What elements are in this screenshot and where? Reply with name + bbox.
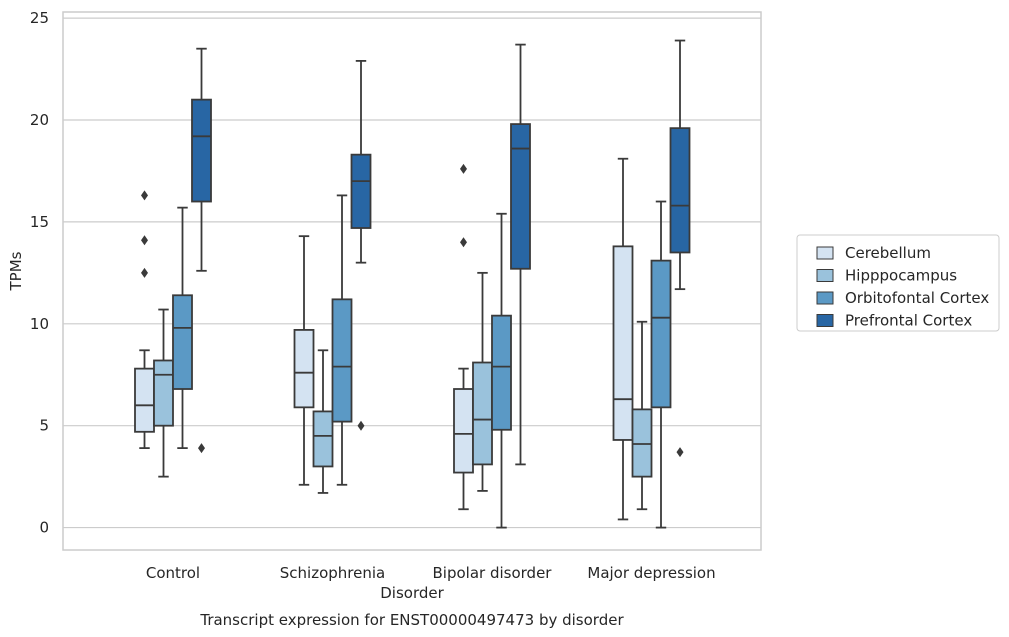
x-tick-label: Control <box>146 564 200 582</box>
box-prefrontal-cortex-0 <box>191 47 212 454</box>
box-cerebellum-0 <box>134 190 155 450</box>
x-tick-label: Bipolar disorder <box>433 564 553 582</box>
box-cerebellum-2 <box>453 163 474 511</box>
y-tick-labels: 0 5 10 15 20 25 <box>30 9 49 536</box>
x-tick-labels: Control Schizophrenia Bipolar disorder Majo… <box>146 564 716 582</box>
legend: Cerebellum Hipppocampus Orbitofontal Corte… <box>796 234 1000 332</box>
box-cerebellum-1 <box>293 235 315 486</box>
legend-swatch <box>816 291 834 305</box>
box-hipppocampus-0 <box>153 308 174 478</box>
legend-label: Prefrontal Cortex <box>845 312 972 330</box>
y-tick-label: 25 <box>30 9 49 27</box>
box-body <box>612 245 634 441</box>
legend-swatch <box>816 314 834 327</box>
legend-swatch <box>816 269 834 282</box>
box-body <box>510 123 531 270</box>
legend-entry: Prefrontal Cortex <box>816 312 972 330</box>
outlier-point <box>357 420 365 431</box>
outlier-point <box>141 267 148 278</box>
outlier-point <box>460 237 467 248</box>
box-orbitofontal-cortex-3 <box>650 200 672 529</box>
y-tick-label: 0 <box>39 519 49 537</box>
outlier-point <box>198 443 205 454</box>
box-body <box>453 388 474 474</box>
box-orbitofontal-cortex-2 <box>491 212 512 529</box>
box-body <box>631 408 653 478</box>
legend-label: Hipppocampus <box>845 267 957 285</box>
box-body <box>134 367 155 433</box>
box-body <box>172 294 193 390</box>
legend-entry: Cerebellum <box>816 244 931 262</box>
box-cerebellum-3 <box>612 157 634 521</box>
box-body <box>312 410 334 468</box>
chart-caption: Transcript expression for ENST0000049747… <box>199 611 624 629</box>
outlier-point <box>141 190 148 201</box>
box-prefrontal-cortex-2 <box>510 43 531 466</box>
legend-label: Cerebellum <box>845 244 931 262</box>
box-body <box>472 361 493 466</box>
box-prefrontal-cortex-3 <box>669 39 691 458</box>
box-body <box>650 259 672 409</box>
y-tick-label: 10 <box>30 315 49 333</box>
legend-swatch <box>816 246 834 260</box>
box-hipppocampus-3 <box>631 320 653 511</box>
box-body <box>153 359 174 427</box>
y-tick-label: 5 <box>39 417 49 435</box>
outlier-point <box>460 163 467 174</box>
legend-entry: Hipppocampus <box>816 267 957 285</box>
legend-label: Orbitofontal Cortex <box>845 289 989 307</box>
box-orbitofontal-cortex-1 <box>331 194 353 486</box>
box-hipppocampus-2 <box>472 271 493 492</box>
box-body <box>669 127 691 254</box>
box-body <box>491 314 512 431</box>
x-axis-label: Disorder <box>380 584 444 602</box>
box-orbitofontal-cortex-0 <box>172 206 193 450</box>
y-axis-label: TPMs <box>7 251 25 291</box>
y-tick-label: 20 <box>30 111 49 129</box>
box-body <box>191 98 212 203</box>
box-body <box>293 329 315 409</box>
y-tick-label: 15 <box>30 213 49 231</box>
outlier-point <box>141 235 148 246</box>
box-body <box>331 298 353 423</box>
box-body <box>350 153 372 229</box>
plot-frame <box>62 11 762 551</box>
box-hipppocampus-1 <box>312 349 334 494</box>
outlier-point <box>676 447 684 458</box>
boxes <box>134 39 691 529</box>
legend-frame <box>796 234 1000 332</box>
x-tick-label: Schizophrenia <box>280 564 385 582</box>
legend-entry: Orbitofontal Cortex <box>816 289 989 307</box>
box-prefrontal-cortex-1 <box>350 60 372 431</box>
x-tick-label: Major depression <box>587 564 715 582</box>
